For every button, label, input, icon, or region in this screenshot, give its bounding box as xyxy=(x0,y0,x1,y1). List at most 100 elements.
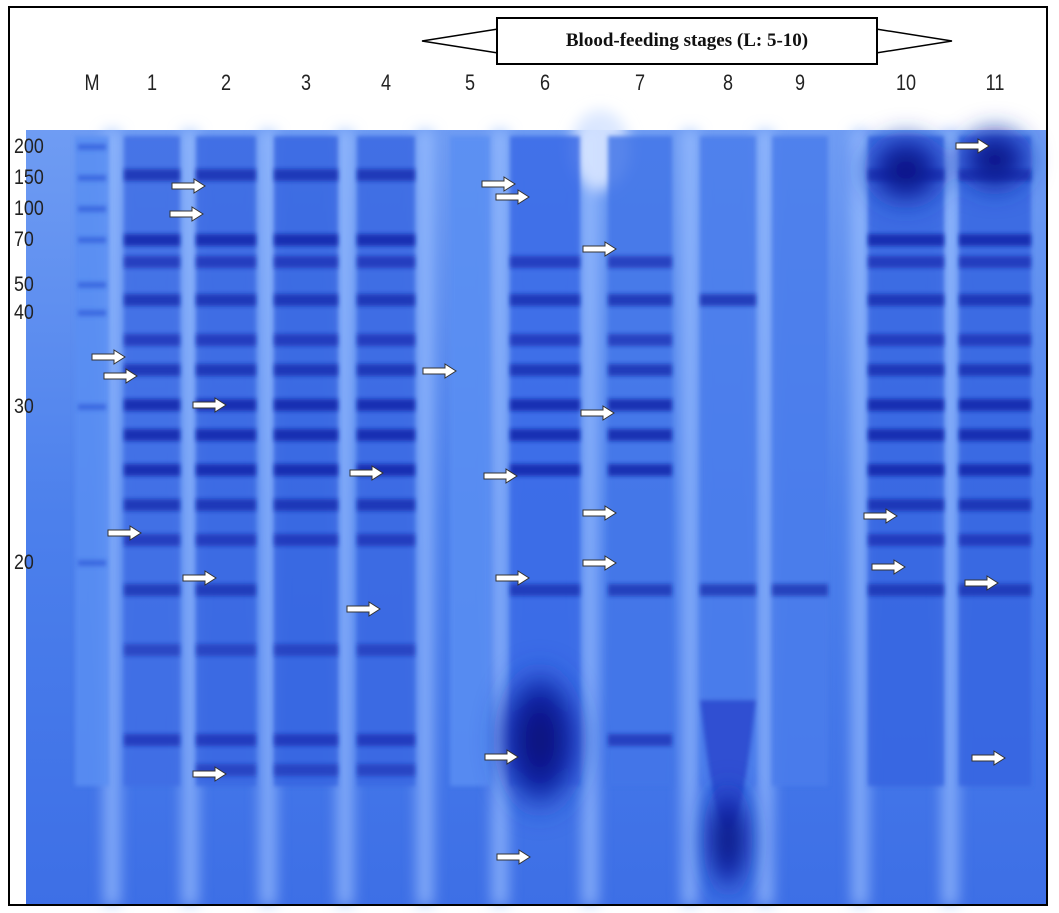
marker-band-4 xyxy=(78,282,106,288)
band-arrow-11 xyxy=(481,176,516,192)
lane-gap-3 xyxy=(337,130,353,906)
band-6-10 xyxy=(868,399,944,411)
mw-label-150: 150 xyxy=(14,166,44,189)
lane-label-m: M xyxy=(84,70,100,95)
band-8-1 xyxy=(124,464,180,476)
band-8-6 xyxy=(510,464,580,476)
band-10-11 xyxy=(959,534,1031,546)
band-7-11 xyxy=(959,429,1031,441)
band-8-10 xyxy=(868,464,944,476)
lane-label-7: 7 xyxy=(634,70,646,95)
band-3-1 xyxy=(124,294,180,306)
lane-11-top-blob xyxy=(955,124,1035,196)
band-arrow-8 xyxy=(349,465,384,481)
lane-body-9 xyxy=(772,136,828,786)
band-0-3 xyxy=(274,169,338,181)
band-arrow-20 xyxy=(582,555,617,571)
band-11-9 xyxy=(772,584,828,596)
band-5-6 xyxy=(510,364,580,376)
band-4-11 xyxy=(959,334,1031,346)
band-arrow-17 xyxy=(582,241,617,257)
band-6-6 xyxy=(510,399,580,411)
band-9-1 xyxy=(124,499,180,511)
lane-gap-6 xyxy=(582,130,598,906)
lane-label-5: 5 xyxy=(464,70,476,95)
band-13-7 xyxy=(608,734,672,746)
band-arrow-16 xyxy=(496,849,531,865)
band-11-8 xyxy=(700,584,756,596)
lane-label-10: 10 xyxy=(895,70,917,95)
lane-body-8 xyxy=(700,136,756,786)
right-range-arrow xyxy=(875,28,953,54)
lane-label-8: 8 xyxy=(722,70,734,95)
mw-label-50: 50 xyxy=(14,273,34,296)
band-14-3 xyxy=(274,764,338,776)
band-0-4 xyxy=(357,169,415,181)
band-3-4 xyxy=(357,294,415,306)
lane-gap-8 xyxy=(757,130,773,906)
band-2-3 xyxy=(274,256,338,268)
band-arrow-5 xyxy=(192,397,227,413)
stage-range-arrows xyxy=(421,28,953,54)
band-9-4 xyxy=(357,499,415,511)
band-4-2 xyxy=(196,334,256,346)
lane-label-11: 11 xyxy=(985,70,1005,95)
band-8-11 xyxy=(959,464,1031,476)
band-7-2 xyxy=(196,429,256,441)
band-arrow-19 xyxy=(582,505,617,521)
mw-label-20: 20 xyxy=(14,551,34,574)
band-6-1 xyxy=(124,399,180,411)
band-6-7 xyxy=(608,399,672,411)
band-10-4 xyxy=(357,534,415,546)
band-1-2 xyxy=(196,234,256,246)
band-4-6 xyxy=(510,334,580,346)
band-4-10 xyxy=(868,334,944,346)
band-arrow-22 xyxy=(871,559,906,575)
band-arrow-3 xyxy=(171,178,206,194)
band-10-3 xyxy=(274,534,338,546)
band-arrow-25 xyxy=(971,750,1006,766)
band-3-8 xyxy=(700,294,756,306)
band-arrow-9 xyxy=(346,601,381,617)
mw-label-30: 30 xyxy=(14,395,34,418)
band-arrow-13 xyxy=(483,468,518,484)
blood-feeding-stages-label: Blood-feeding stages (L: 5-10) xyxy=(496,17,878,65)
lane-8-bottom-blob xyxy=(702,780,754,900)
marker-band-3 xyxy=(78,237,106,243)
band-1-1 xyxy=(124,234,180,246)
lane-gap-4 xyxy=(417,130,433,906)
band-11-2 xyxy=(196,584,256,596)
band-10-2 xyxy=(196,534,256,546)
band-7-1 xyxy=(124,429,180,441)
band-1-10 xyxy=(868,234,944,246)
band-arrow-12 xyxy=(495,189,530,205)
band-13-4 xyxy=(357,734,415,746)
band-6-3 xyxy=(274,399,338,411)
mw-label-40: 40 xyxy=(14,301,34,324)
band-7-4 xyxy=(357,429,415,441)
band-arrow-24 xyxy=(964,575,999,591)
band-arrow-23 xyxy=(955,138,990,154)
band-11-10 xyxy=(868,584,944,596)
stage-label-text: Blood-feeding stages (L: 5-10) xyxy=(565,30,809,51)
lane-gap-7 xyxy=(682,130,698,906)
band-arrow-10 xyxy=(422,363,457,379)
band-13-2 xyxy=(196,734,256,746)
band-arrow-15 xyxy=(484,749,519,765)
band-12-1 xyxy=(124,644,180,656)
band-6-11 xyxy=(959,399,1031,411)
mw-label-70: 70 xyxy=(14,228,34,251)
lane-label-6: 6 xyxy=(539,70,551,95)
band-5-7 xyxy=(608,364,672,376)
band-11-7 xyxy=(608,584,672,596)
lane-label-3: 3 xyxy=(300,70,312,95)
band-4-1 xyxy=(124,334,180,346)
band-arrow-7 xyxy=(192,766,227,782)
band-10-10 xyxy=(868,534,944,546)
band-11-11 xyxy=(959,584,1031,596)
band-arrow-4 xyxy=(169,206,204,222)
band-arrow-18 xyxy=(580,405,615,421)
lane-gap-1 xyxy=(182,130,198,906)
lane-body-5 xyxy=(450,136,490,786)
